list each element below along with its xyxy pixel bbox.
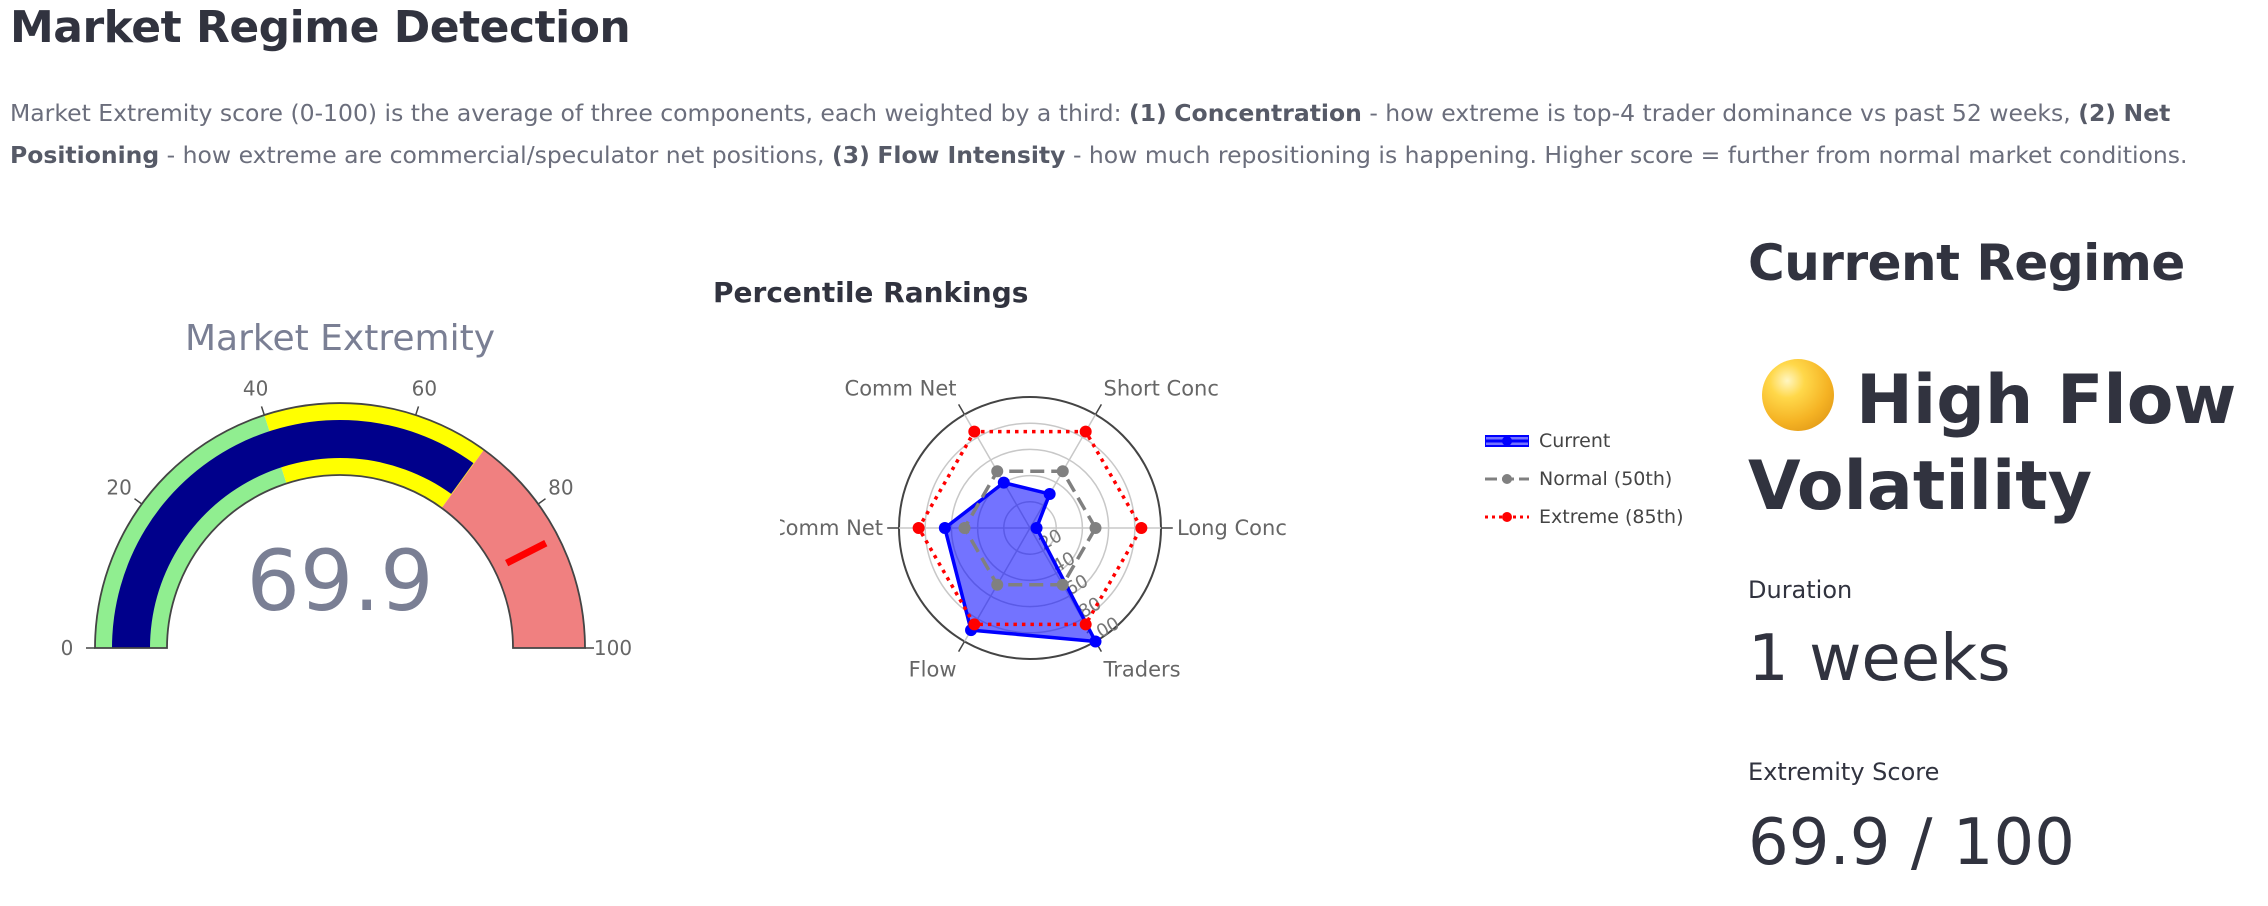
component-1-text: - how extreme is top-4 trader dominance … — [1361, 99, 2079, 127]
radar-title: Percentile Rankings — [713, 276, 1029, 309]
gauge-tick-label: 100 — [594, 636, 632, 660]
gauge-band-2 — [441, 449, 585, 648]
gauge-value: 69.9 — [246, 532, 433, 630]
component-1-name: Concentration — [1174, 99, 1362, 127]
legend-label-current: Current — [1539, 430, 1611, 452]
yellow-circle-icon — [1762, 359, 1834, 431]
regime-status: High Flow Volatility — [1748, 358, 2248, 530]
radar-legend: Current Normal (50th) Extreme (85th) — [1485, 422, 1684, 536]
gauge-tick-label: 0 — [61, 636, 74, 660]
radar-point-2 — [912, 522, 925, 534]
extremity-score-label: Extremity Score — [1748, 758, 1940, 786]
radar-axis-tick — [1094, 403, 1103, 415]
legend-item-normal[interactable]: Normal (50th) — [1485, 460, 1684, 498]
component-2-name: Net Positioning — [10, 99, 2171, 169]
component-2-text: - how extreme are commercial/speculator … — [159, 141, 833, 169]
radar-point-1 — [1089, 522, 1102, 534]
radar-axis-label: Comm Net — [845, 377, 957, 401]
radar-point-0 — [997, 476, 1010, 489]
radar-axis-tick — [957, 403, 966, 415]
radar-axis-label: Long Conc — [1177, 516, 1287, 540]
legend-swatch-current — [1485, 435, 1529, 447]
description: Market Extremity score (0-100) is the av… — [10, 92, 2260, 176]
component-3-text: - how much repositioning is happening. H… — [1065, 141, 2188, 169]
gauge-threshold-marker — [505, 540, 548, 567]
radar-point-2 — [968, 618, 981, 631]
current-regime-heading: Current Regime — [1748, 234, 2185, 292]
radar-point-1 — [1056, 578, 1069, 591]
market-extremity-gauge: Market Extremity 0 20 40 60 80 100 69.9 — [61, 318, 632, 660]
radar-axis-tick — [957, 641, 966, 653]
gauge-tick-mark — [414, 406, 420, 416]
radar-point-2 — [1135, 522, 1148, 534]
gauge-title: Market Extremity — [185, 318, 495, 359]
component-1-number: (1) — [1128, 99, 1167, 127]
radar-point-1 — [991, 465, 1004, 478]
regime-status-text: High Flow Volatility — [1748, 361, 2237, 526]
gauge-tick-label: 20 — [106, 476, 131, 500]
legend-label-normal: Normal (50th) — [1539, 468, 1673, 490]
radar-axis-label: NonComm Net — [780, 516, 883, 540]
radar-point-0 — [938, 522, 951, 534]
gauge-tick-mark — [537, 498, 546, 505]
radar-point-1 — [1056, 465, 1069, 478]
radar-point-2 — [1079, 618, 1092, 631]
gauge-tick-label: 60 — [412, 376, 437, 400]
legend-swatch-normal — [1485, 474, 1529, 484]
gauge-tick-mark — [134, 498, 143, 505]
gauge-tick-label: 80 — [548, 476, 573, 500]
radar-point-2 — [1079, 425, 1092, 438]
gauge-tick-mark — [260, 406, 266, 416]
gauge-tick-label: 40 — [243, 376, 268, 400]
component-3-number: (3) — [832, 141, 870, 169]
radar-point-0 — [1043, 487, 1056, 500]
gauge-outline — [94, 402, 586, 649]
gauge-value-bar — [112, 419, 474, 648]
radar-point-1 — [991, 578, 1004, 591]
radar-point-1 — [958, 522, 971, 534]
description-intro: Market Extremity score (0-100) is the av… — [10, 99, 1129, 127]
legend-item-extreme[interactable]: Extreme (85th) — [1485, 498, 1684, 536]
legend-swatch-extreme — [1485, 512, 1529, 522]
radar-point-0 — [1030, 522, 1043, 534]
legend-label-extreme: Extreme (85th) — [1539, 506, 1684, 528]
radar-axis-label: Flow — [909, 657, 957, 681]
radar-point-0 — [1089, 635, 1102, 648]
page-title: Market Regime Detection — [10, 2, 631, 53]
component-2-number: (2) — [2078, 99, 2117, 127]
component-3-name: Flow Intensity — [877, 141, 1066, 169]
radar-axis-label: Traders — [1103, 657, 1181, 681]
extremity-score-value: 69.9 / 100 — [1748, 806, 2075, 880]
legend-item-current[interactable]: Current — [1485, 422, 1684, 460]
duration-value: 1 weeks — [1748, 622, 2011, 696]
duration-label: Duration — [1748, 576, 1853, 604]
radar-axis-label: Short Conc — [1104, 377, 1219, 401]
radar-point-2 — [968, 425, 981, 438]
